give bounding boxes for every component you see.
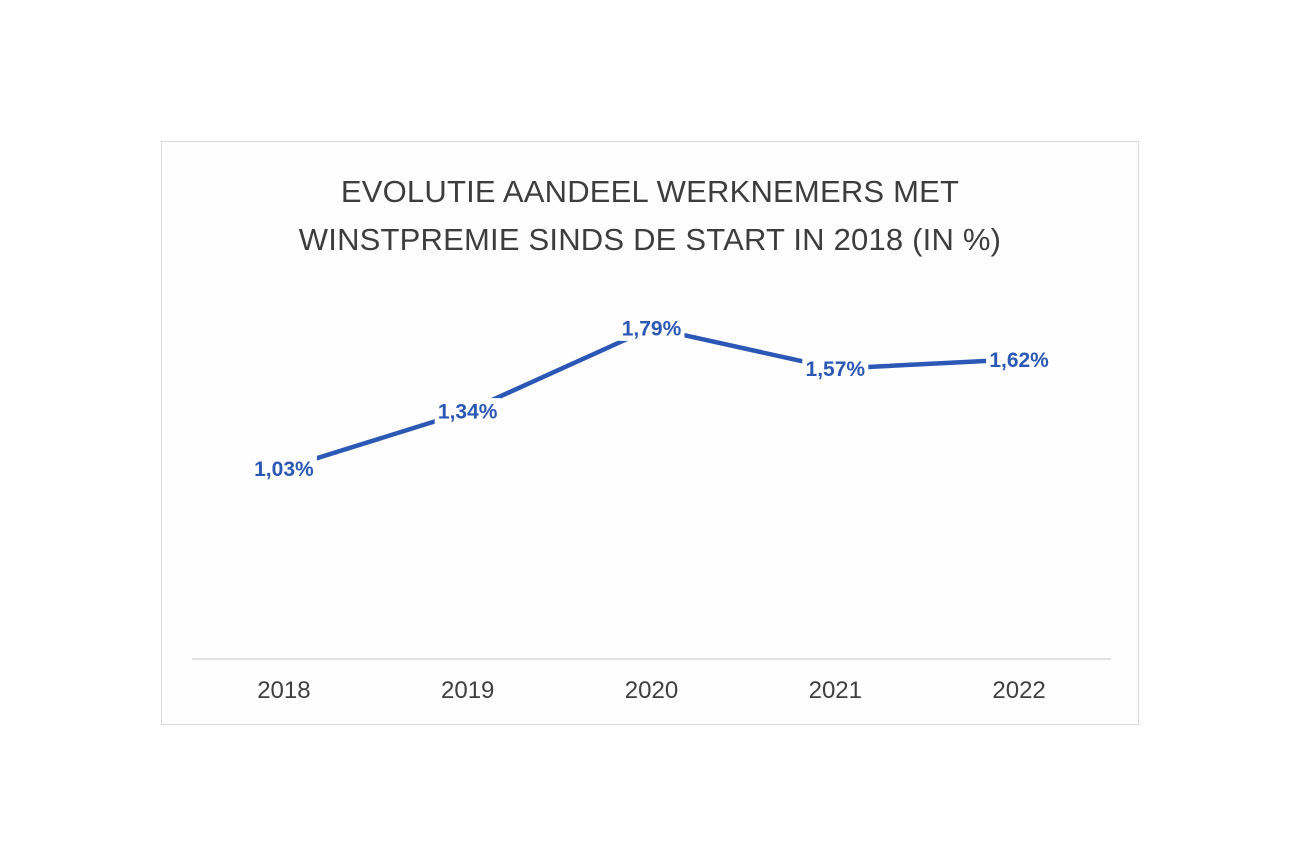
- x-axis-tick-label: 2019: [441, 677, 494, 704]
- data-label-backing: [618, 314, 685, 341]
- x-axis-tick-label: 2018: [257, 677, 310, 704]
- series-line: [281, 325, 1022, 471]
- line-plot: 1,03% 1,34% 1,79% 1,57% 1,62% 2018 2019 2020 202…: [192, 314, 1111, 704]
- data-label: 1,62%: [989, 349, 1049, 372]
- data-label: 1,34%: [438, 401, 498, 424]
- x-axis-tick-label: 2020: [625, 677, 678, 704]
- data-label-backing: [250, 455, 317, 482]
- chart-title-line-2: WINSTPREMIE SINDS DE START IN 2018 (IN %…: [298, 222, 1002, 257]
- data-label-backing: [434, 398, 501, 425]
- data-label: 1,03%: [254, 458, 314, 481]
- data-label: 1,57%: [806, 358, 866, 381]
- line-chart-card: EVOLUTIE AANDEEL WERKNEMERS MET WINSTPRE…: [161, 141, 1139, 725]
- data-label-backing: [986, 346, 1053, 373]
- x-axis-tick-label: 2021: [809, 677, 862, 704]
- chart-title: EVOLUTIE AANDEEL WERKNEMERS MET WINSTPRE…: [162, 168, 1138, 264]
- chart-title-line-1: EVOLUTIE AANDEEL WERKNEMERS MET: [340, 174, 960, 209]
- data-label-backing: [802, 355, 869, 382]
- data-label: 1,79%: [622, 317, 682, 340]
- x-axis-tick-label: 2022: [992, 677, 1045, 704]
